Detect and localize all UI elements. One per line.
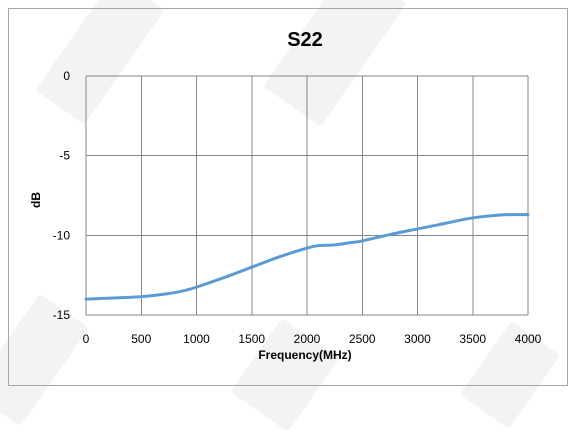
y-tick-labels: 0 -5 -10 -15 xyxy=(53,69,71,322)
series-line xyxy=(84,213,530,301)
chart-frame xyxy=(8,8,568,386)
x-tick-label: 1500 xyxy=(238,332,265,346)
x-tick-label: 4000 xyxy=(515,332,542,346)
y-tick-label: 0 xyxy=(63,69,70,83)
x-axis-label: Frequency(MHz) xyxy=(258,348,351,362)
gridlines xyxy=(85,75,529,316)
x-tick-label: 2500 xyxy=(349,332,376,346)
x-tick-label: 1000 xyxy=(183,332,210,346)
x-tick-label: 2000 xyxy=(294,332,321,346)
y-tick-label: -10 xyxy=(53,228,71,242)
y-tick-label: -15 xyxy=(53,308,71,322)
x-tick-label: 3000 xyxy=(404,332,431,346)
chart-title: S22 xyxy=(287,29,323,51)
x-tick-label: 0 xyxy=(83,332,90,346)
x-tick-label: 500 xyxy=(131,332,151,346)
s22-line-chart: S22 0 -5 -10 -15 0 500 1000 1500 2000 2500 3000 35… xyxy=(29,29,542,362)
y-axis-label: dB xyxy=(29,192,43,208)
x-tick-labels: 0 500 1000 1500 2000 2500 3000 3500 4000 xyxy=(83,332,542,346)
x-tick-label: 3500 xyxy=(459,332,486,346)
y-tick-label: -5 xyxy=(59,149,70,163)
